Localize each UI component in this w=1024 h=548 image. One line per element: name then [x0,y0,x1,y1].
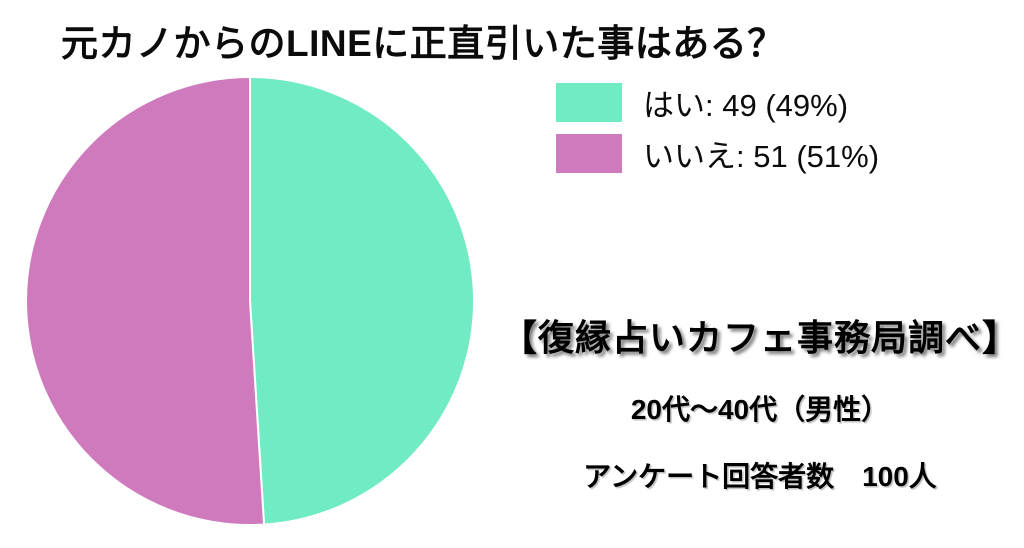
legend-swatch-yes [556,83,622,122]
legend-label-no: いいえ: 51 (51%) [643,139,880,174]
respondents-note: アンケート回答者数 100人 [583,461,937,492]
chart-title: 元カノからのLINEに正直引いた事はある？ [61,23,785,64]
chart-legend: はい: 49 (49%) いいえ: 51 (51%) [556,80,879,176]
source-note: 【復縁占いカフェ事務局調べ】 [500,317,1019,358]
legend-item-yes: はい: 49 (49%) [556,80,879,125]
pie-slice-0 [249,75,475,526]
pie-chart [25,75,475,526]
legend-swatch-no [556,134,622,173]
legend-item-no: いいえ: 51 (51%) [556,131,879,176]
pie-slice-1 [25,75,266,526]
demographic-note: 20代〜40代（男性） [630,394,890,425]
pie-chart-container [24,75,476,527]
legend-label-yes: はい: 49 (49%) [643,88,849,123]
